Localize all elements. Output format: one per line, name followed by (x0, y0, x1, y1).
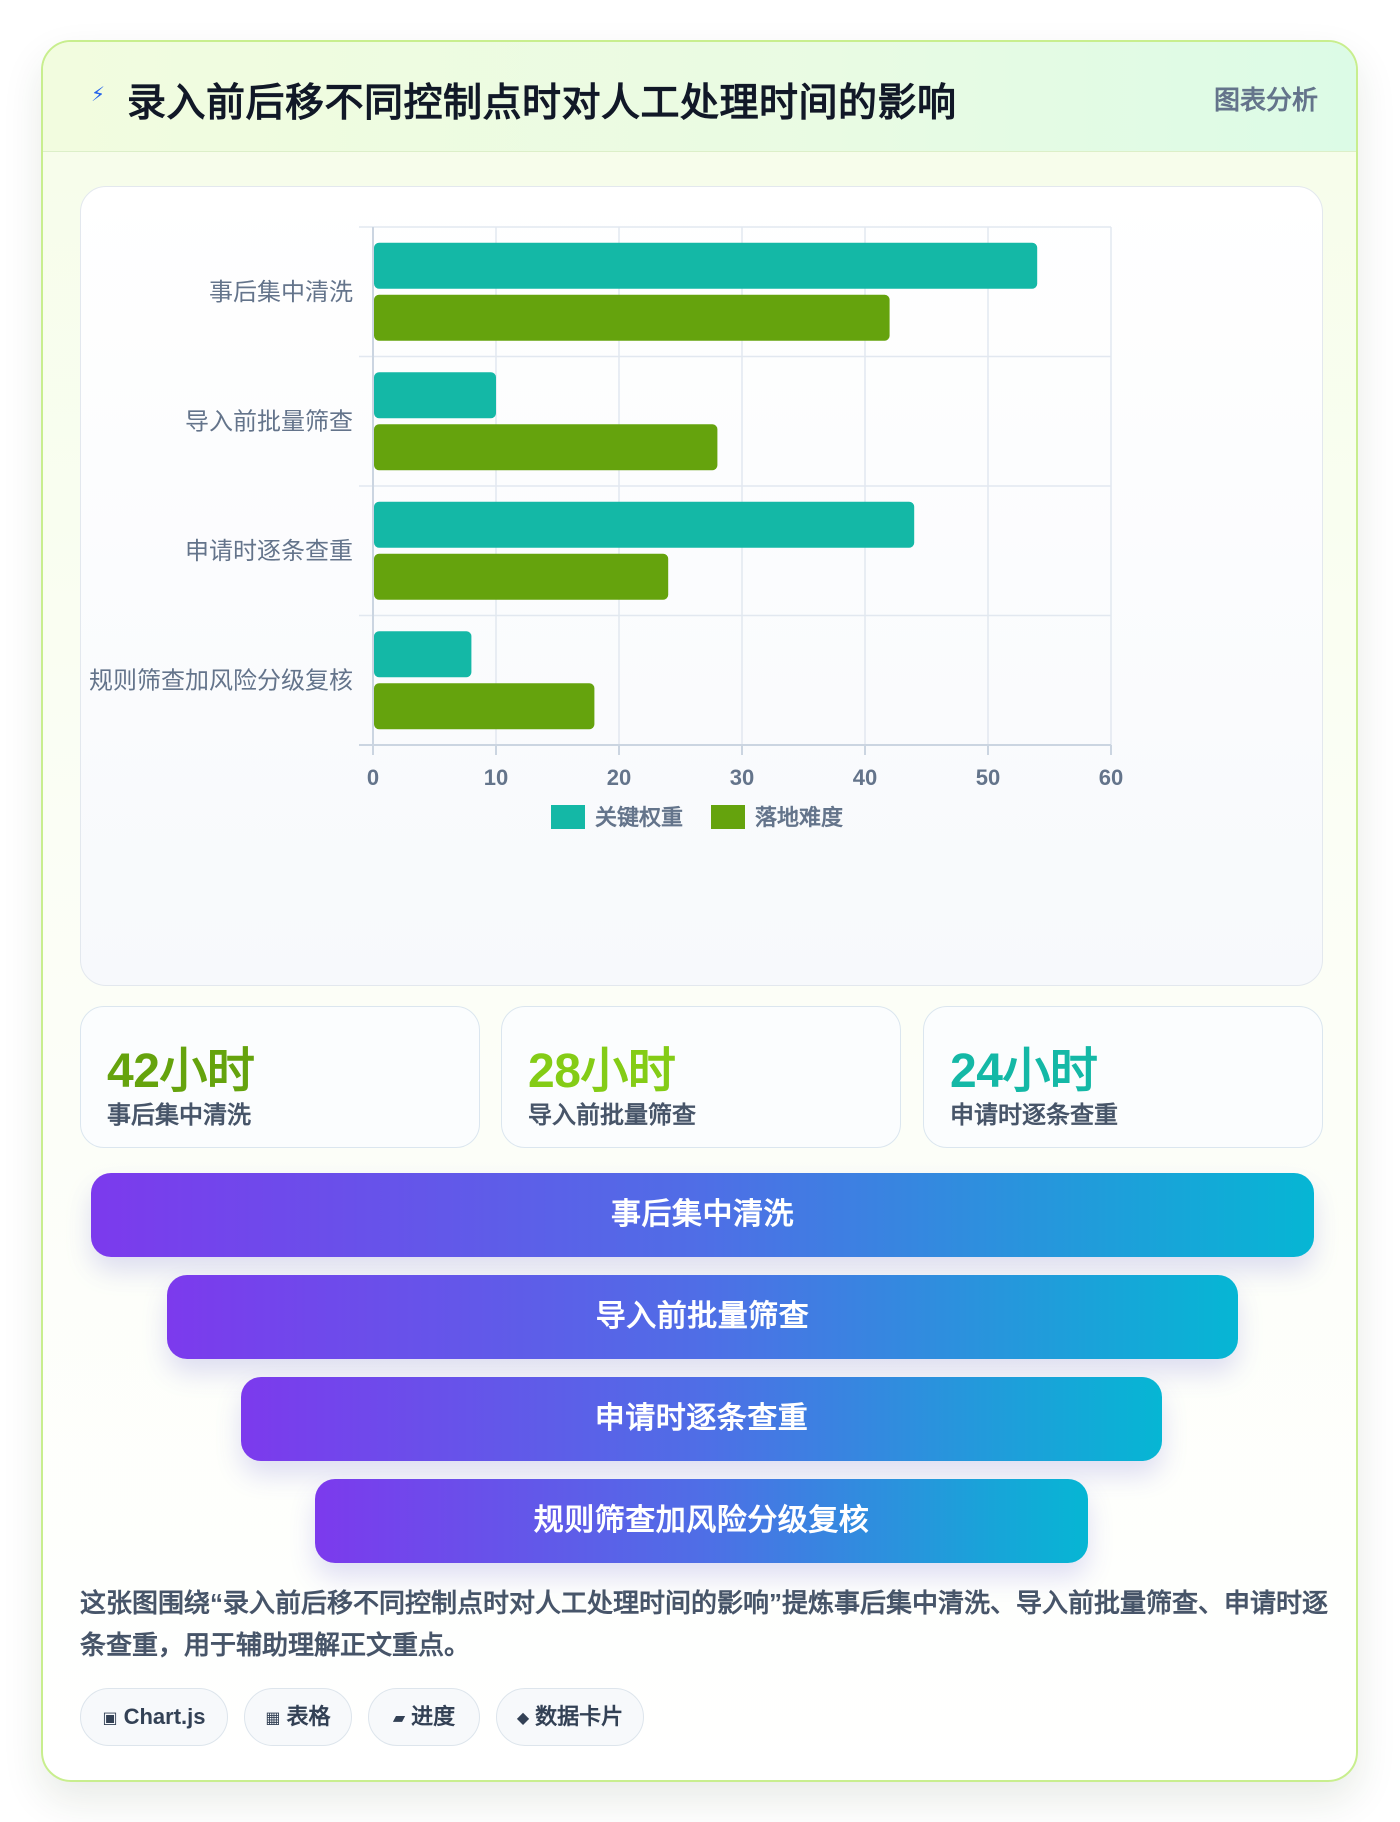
legend-swatch (711, 805, 745, 829)
bar-difficulty (374, 294, 890, 341)
bar-key-weight (374, 631, 472, 678)
bar-difficulty (374, 424, 718, 471)
bar-key-weight (374, 372, 496, 419)
lightning-icon: ⚡ (90, 84, 106, 106)
stat-value: 24小时 (950, 1045, 1098, 1098)
x-tick-label: 30 (730, 765, 754, 790)
header-tag: 图表分析 (1213, 85, 1318, 115)
bar-chart: 0 10 20 30 40 50 60 事后集中清洗导入前批量筛查申请时逐条查重规则筛查加风险… (89, 226, 1123, 830)
x-tick-label: 40 (853, 765, 877, 790)
chip-data-card[interactable]: ◆ 数据卡片 (496, 1688, 644, 1746)
card-header: ⚡ 录入前后移不同控制点时对人工处理时间的影响 图表分析 (43, 42, 1356, 152)
category-label: 规则筛查加风险分级复核 (89, 667, 353, 694)
table-icon: ▦ (265, 1710, 281, 1727)
funnel-step: 申请时逐条查重 (241, 1377, 1162, 1461)
x-tick-label: 10 (484, 765, 508, 790)
funnel-step: 规则筛查加风险分级复核 (315, 1479, 1088, 1563)
stat-value: 28小时 (528, 1045, 676, 1098)
chart-icon: ▣ (102, 1710, 118, 1727)
chip-label: 表格 (286, 1704, 331, 1729)
bar-difficulty (374, 553, 669, 600)
category-label: 事后集中清洗 (209, 279, 353, 306)
chip-label: 数据卡片 (535, 1704, 624, 1729)
stat-label: 事后集中清洗 (107, 1102, 251, 1129)
description: 这张图围绕“录入前后移不同控制点时对人工处理时间的影响”提炼事后集中清洗、导入前… (80, 1588, 1329, 1660)
funnel-step: 事后集中清洗 (91, 1173, 1314, 1257)
stat-label: 申请时逐条查重 (950, 1102, 1118, 1129)
card-icon: ◆ (516, 1710, 530, 1727)
chip-progress[interactable]: ▰ 进度 (368, 1688, 480, 1746)
chip-chartjs[interactable]: ▣ Chart.js (80, 1688, 228, 1746)
chart-card: ⚡ 录入前后移不同控制点时对人工处理时间的影响 图表分析 0 10 20 30 40 50… (41, 40, 1358, 1782)
bar-key-weight (374, 501, 915, 548)
funnel-step: 导入前批量筛查 (167, 1275, 1238, 1359)
stat-card: 42小时 事后集中清洗 (80, 1006, 480, 1148)
stat-card: 24小时 申请时逐条查重 (923, 1006, 1323, 1148)
chip-table[interactable]: ▦ 表格 (244, 1688, 352, 1746)
legend-swatch (551, 805, 585, 829)
page-title: 录入前后移不同控制点时对人工处理时间的影响 (127, 82, 957, 125)
stat-value: 42小时 (107, 1045, 255, 1098)
bar-difficulty (374, 683, 595, 730)
x-tick-label: 20 (607, 765, 631, 790)
legend-label: 关键权重 (595, 805, 683, 830)
chart-panel: 0 10 20 30 40 50 60 事后集中清洗导入前批量筛查 申请时逐条查重规则筛查加风险… (80, 186, 1323, 986)
chip-label: 进度 (411, 1704, 456, 1729)
stat-cards: 42小时 事后集中清洗 28小时 导入前批量筛查 24小时 申请时逐条查重 (80, 1006, 1323, 1148)
x-tick-label: 50 (976, 765, 1000, 790)
category-label: 申请时逐条查重 (185, 538, 353, 565)
stat-card: 28小时 导入前批量筛查 (501, 1006, 901, 1148)
chip-label: Chart.js (123, 1704, 206, 1729)
x-tick-label: 0 (367, 765, 379, 790)
bar-key-weight (374, 242, 1038, 289)
legend-label: 落地难度 (755, 805, 844, 830)
stat-label: 导入前批量筛查 (528, 1102, 696, 1129)
x-tick-label: 60 (1099, 765, 1123, 790)
category-label: 导入前批量筛查 (185, 408, 353, 435)
progress-icon: ▰ (392, 1710, 406, 1727)
